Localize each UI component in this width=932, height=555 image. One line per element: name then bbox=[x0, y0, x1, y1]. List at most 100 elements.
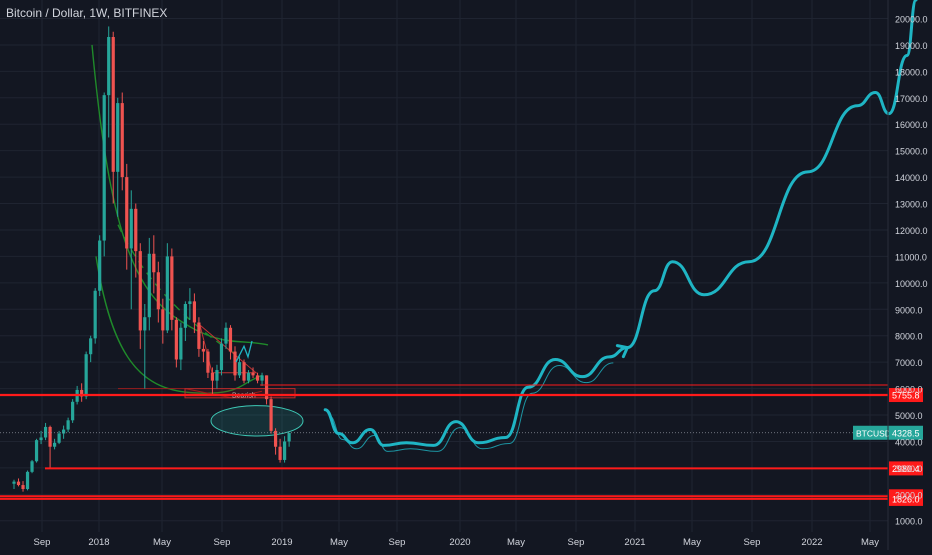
candle-body bbox=[16, 481, 21, 486]
last-price-label: 4328.5 bbox=[892, 428, 920, 438]
y-tick-label: 10000.0 bbox=[895, 279, 928, 289]
candle-body bbox=[156, 272, 160, 310]
candle bbox=[215, 364, 219, 389]
x-tick-label: May bbox=[683, 537, 701, 548]
candle-body bbox=[237, 362, 242, 376]
candle bbox=[264, 375, 269, 405]
candle-body bbox=[98, 240, 102, 291]
candle-body bbox=[273, 430, 278, 447]
drawing-layer-front: BTCUSD 4328.5 bbox=[0, 0, 923, 452]
level-price-tag bbox=[889, 491, 923, 506]
x-tick-label: May bbox=[330, 537, 348, 548]
candle-body bbox=[25, 471, 30, 490]
price-axis[interactable]: 1000.0 2000.0 3000.0 4000.0 5000.0 6000.0 7000… bbox=[887, 0, 928, 550]
candle bbox=[71, 399, 75, 423]
candle bbox=[269, 396, 273, 434]
candle bbox=[143, 303, 147, 389]
candle bbox=[152, 235, 156, 294]
y-tick-label: 13000.0 bbox=[895, 200, 928, 210]
candle bbox=[129, 190, 133, 310]
candle bbox=[192, 293, 196, 334]
candle-body bbox=[152, 253, 156, 273]
projection-path-thin bbox=[329, 362, 614, 452]
y-tick-label: 12000.0 bbox=[895, 226, 928, 236]
x-tick-label: 2022 bbox=[801, 537, 822, 548]
candle bbox=[188, 288, 192, 320]
candle bbox=[179, 322, 183, 371]
candle-body bbox=[255, 375, 260, 381]
candles-layer bbox=[12, 26, 291, 492]
y-tick-label: 1000.0 bbox=[895, 517, 923, 527]
candle bbox=[174, 317, 178, 368]
y-tick-label: 15000.0 bbox=[895, 147, 928, 157]
y-tick-label: 14000.0 bbox=[895, 173, 928, 183]
candle bbox=[233, 346, 237, 381]
candle bbox=[287, 432, 291, 447]
x-tick-label: 2018 bbox=[88, 537, 109, 548]
candle-body bbox=[57, 433, 61, 443]
projection-path bbox=[323, 0, 918, 447]
x-tick-label: Sep bbox=[214, 537, 231, 548]
y-tick-label: 7000.0 bbox=[895, 358, 923, 368]
candle bbox=[116, 97, 120, 217]
level-price-tag bbox=[889, 388, 923, 403]
candle-body bbox=[71, 401, 75, 421]
ticker-label: BTCUSD bbox=[856, 428, 891, 438]
candle bbox=[156, 261, 160, 323]
candle bbox=[278, 438, 282, 463]
candle bbox=[30, 459, 34, 474]
candle-body bbox=[179, 327, 183, 360]
candle-body bbox=[125, 177, 129, 249]
candle-body bbox=[147, 253, 151, 318]
candle-body bbox=[52, 442, 57, 447]
support-arc bbox=[95, 256, 263, 394]
candle bbox=[206, 348, 210, 379]
candle bbox=[251, 367, 255, 379]
candle bbox=[16, 478, 21, 487]
candle bbox=[89, 335, 93, 363]
chart-title: Bitcoin / Dollar, 1W, BITFINEX bbox=[6, 6, 168, 20]
last-price-tag bbox=[889, 425, 923, 440]
candle-body bbox=[183, 303, 187, 328]
candle bbox=[80, 383, 84, 402]
candle bbox=[183, 301, 187, 341]
candle bbox=[39, 430, 43, 445]
candle bbox=[98, 235, 102, 297]
candle bbox=[102, 92, 106, 257]
candle-body bbox=[43, 426, 48, 438]
candle-body bbox=[34, 440, 39, 462]
candle-body bbox=[251, 372, 255, 376]
ticker-tag bbox=[853, 425, 889, 440]
candle bbox=[62, 425, 66, 439]
candle-body bbox=[192, 301, 196, 323]
time-axis[interactable]: Sep 2018 May Sep 2019 May Sep 2020 May Sep 2021 May… bbox=[34, 537, 880, 548]
candle-body bbox=[278, 446, 282, 460]
candle-body bbox=[116, 103, 120, 172]
x-tick-label: May bbox=[507, 537, 525, 548]
candle bbox=[237, 356, 242, 379]
candle-body bbox=[62, 429, 66, 434]
candle-body bbox=[39, 437, 43, 441]
candle bbox=[197, 317, 201, 357]
bearish-box bbox=[184, 388, 296, 399]
candle-body bbox=[143, 317, 147, 331]
candle bbox=[242, 359, 246, 384]
y-tick-label: 8000.0 bbox=[895, 332, 923, 342]
candle-body bbox=[242, 362, 246, 381]
y-tick-label: 4000.0 bbox=[895, 437, 923, 447]
candle bbox=[255, 372, 260, 384]
candle-body bbox=[269, 399, 273, 431]
candle bbox=[161, 298, 165, 344]
y-tick-label: 16000.0 bbox=[895, 120, 928, 130]
candle-body bbox=[80, 389, 84, 397]
candle-body bbox=[30, 461, 34, 472]
candle bbox=[224, 322, 228, 349]
level-price-label: 2980.4 bbox=[892, 464, 920, 474]
candle-body bbox=[287, 432, 291, 442]
y-tick-label: 11000.0 bbox=[895, 252, 927, 262]
x-tick-label: Sep bbox=[568, 537, 585, 548]
candle bbox=[21, 481, 25, 492]
